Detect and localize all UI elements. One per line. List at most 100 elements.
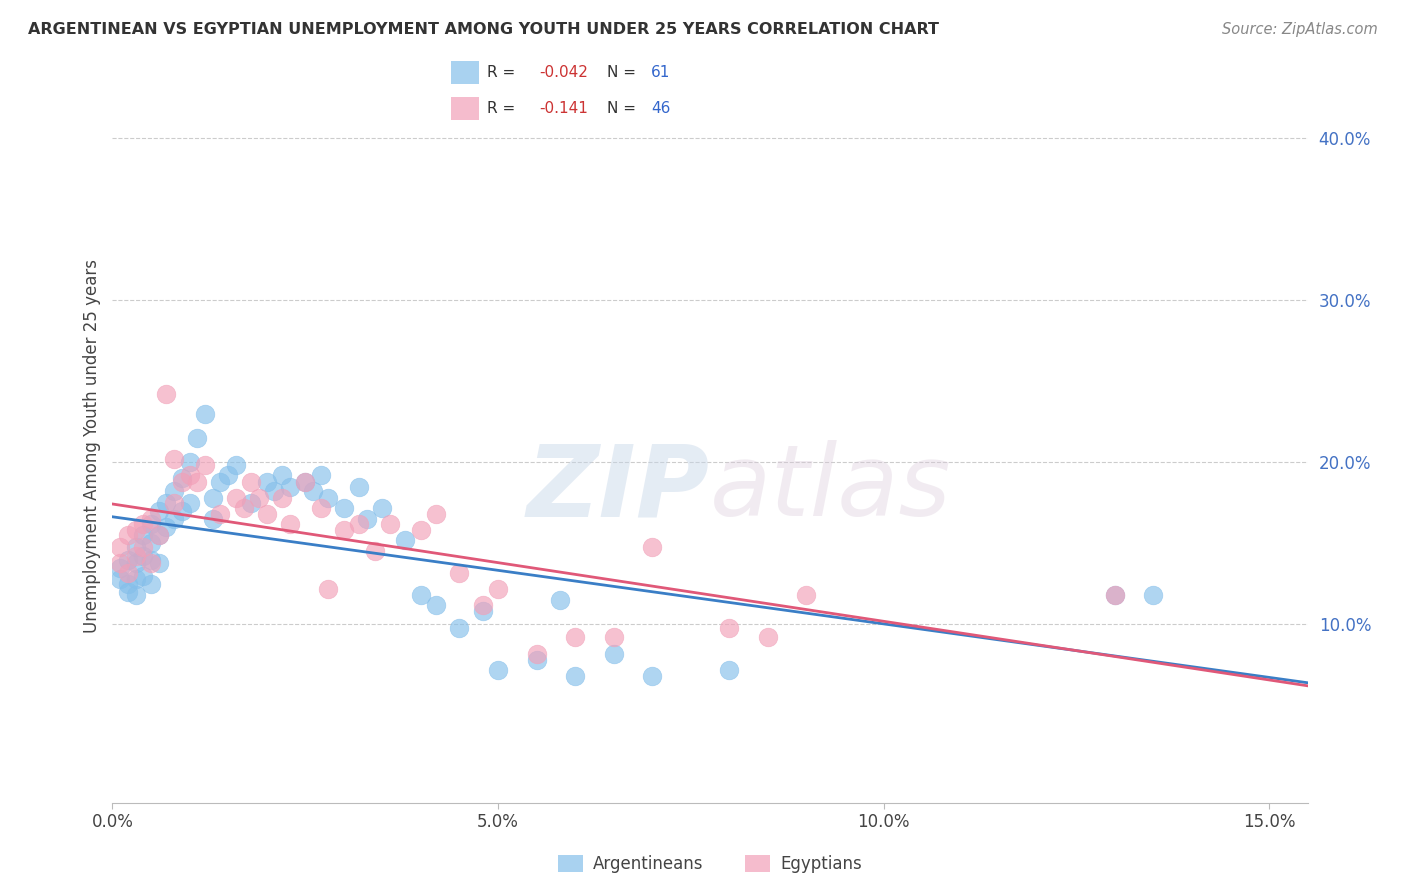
Point [194,458,217,473]
Point [139,516,162,531]
Point [179,496,201,510]
Point [108,556,131,570]
Point [139,512,162,526]
Point [641,669,664,683]
Point [271,468,294,483]
Point [179,468,201,483]
Point [194,407,217,421]
Point [186,431,208,445]
Point [148,504,170,518]
Point [309,468,332,483]
Text: -0.141: -0.141 [538,102,588,116]
Point [139,556,162,570]
Point [170,471,193,485]
Point [278,516,301,531]
Point [225,491,247,505]
Point [124,572,146,586]
Point [718,663,741,677]
Point [641,540,664,554]
Point [309,500,332,515]
Text: atlas: atlas [710,441,952,537]
Point [148,528,170,542]
Point [363,544,385,558]
Point [471,604,494,618]
Point [564,669,586,683]
Point [1104,588,1126,602]
Point [356,512,378,526]
Text: R =: R = [486,65,520,80]
Point [225,458,247,473]
Point [718,621,741,635]
Point [333,500,356,515]
Point [347,479,370,493]
Point [163,512,186,526]
Point [394,533,416,547]
Text: R =: R = [486,102,524,116]
Point [155,387,177,401]
Point [209,507,232,521]
Point [232,500,254,515]
Point [108,540,131,554]
Point [602,647,624,661]
Point [132,568,155,582]
Text: N =: N = [607,102,641,116]
Point [117,585,139,599]
Text: ZIP: ZIP [527,441,710,537]
Y-axis label: Unemployment Among Youth under 25 years: Unemployment Among Youth under 25 years [83,259,101,633]
Point [124,524,146,538]
Point [294,475,316,489]
Point [256,507,278,521]
Text: 61: 61 [651,65,671,80]
Point [302,484,325,499]
Point [163,496,186,510]
Text: N =: N = [607,65,641,80]
Point [294,475,316,489]
Point [163,484,186,499]
Point [425,507,447,521]
Point [132,540,155,554]
Point [124,556,146,570]
Point [117,566,139,580]
Point [132,516,155,531]
Legend: Argentineans, Egyptians: Argentineans, Egyptians [551,848,869,880]
Point [409,524,432,538]
Point [796,588,818,602]
Point [486,663,509,677]
Point [240,475,263,489]
Point [548,593,571,607]
Point [486,582,509,596]
Point [124,540,146,554]
Point [139,552,162,566]
Point [271,491,294,505]
Point [139,577,162,591]
Point [449,566,471,580]
Point [179,455,201,469]
Point [756,631,779,645]
Point [139,536,162,550]
Point [409,588,432,602]
Point [124,588,146,602]
Point [318,491,340,505]
Point [124,549,146,564]
Point [170,475,193,489]
Text: -0.042: -0.042 [538,65,588,80]
Point [155,520,177,534]
Point [117,552,139,566]
Point [333,524,356,538]
Point [318,582,340,596]
Point [170,504,193,518]
Point [347,516,370,531]
Point [1142,588,1164,602]
Bar [451,97,478,120]
Point [256,475,278,489]
Point [278,479,301,493]
Point [117,577,139,591]
Text: 46: 46 [651,102,671,116]
Point [201,512,224,526]
Point [217,468,239,483]
Point [1104,588,1126,602]
Point [201,491,224,505]
Point [263,484,285,499]
Point [132,549,155,564]
Point [526,653,548,667]
